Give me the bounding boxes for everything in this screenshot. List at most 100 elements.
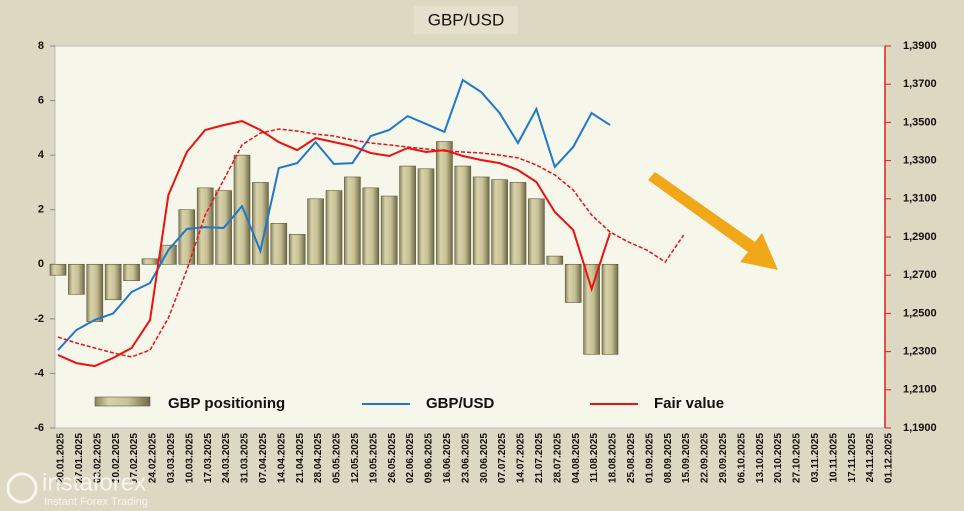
bar [307, 198, 324, 265]
y-tick-label: 6 [38, 94, 44, 106]
y2-tick-label: 1,3500 [903, 116, 937, 128]
bar [454, 165, 472, 265]
legend-label: Fair value [654, 395, 724, 412]
x-tick-label: 01.12.2025 [884, 433, 895, 483]
bar [141, 258, 159, 265]
bar [417, 168, 435, 265]
x-tick-label: 27.01.2025 [74, 433, 85, 483]
x-tick-label: 29.09.2025 [718, 433, 729, 483]
bar [104, 263, 122, 301]
x-tick-label: 14.07.2025 [516, 433, 527, 483]
x-tick-label: 12.05.2025 [350, 433, 361, 483]
x-tick-label: 25.08.2025 [626, 433, 637, 483]
x-tick-label: 19.05.2025 [368, 433, 379, 483]
bar [601, 263, 619, 355]
x-tick-label: 31.03.2025 [240, 433, 251, 483]
watermark-brand: instaforex [42, 469, 146, 496]
y2-tick-label: 1,2700 [903, 269, 937, 281]
x-tick-label: 23.06.2025 [460, 433, 471, 483]
bar [233, 154, 251, 265]
x-tick-label: 10.03.2025 [184, 433, 195, 483]
y2-tick-label: 1,2300 [903, 346, 937, 358]
y2-tick-label: 1,2900 [903, 231, 937, 243]
y-tick-label: -6 [34, 422, 44, 434]
watermark-tagline: Instant Forex Trading [44, 496, 148, 508]
bar [288, 233, 306, 265]
x-tick-label: 10.11.2025 [828, 433, 839, 483]
chart-title: GBP/USD [428, 10, 505, 29]
bar [491, 179, 508, 265]
bar [196, 187, 214, 265]
x-tick-label: 14.04.2025 [276, 433, 287, 483]
x-tick-label: 20.01.2025 [56, 433, 67, 483]
y-tick-label: 8 [38, 40, 44, 52]
y2-tick-label: 1,3700 [903, 78, 937, 90]
x-tick-label: 07.04.2025 [258, 433, 269, 483]
trend-arrow [648, 172, 778, 270]
y2-tick-label: 1,3100 [903, 193, 937, 205]
y2-tick-label: 1,3900 [903, 40, 937, 52]
bar [344, 176, 361, 265]
legend-label: GBP positioning [168, 395, 285, 412]
x-tick-label: 24.02.2025 [148, 433, 159, 483]
x-tick-label: 20.10.2025 [773, 433, 784, 483]
bar [564, 263, 582, 303]
x-tick-label: 01.09.2025 [644, 433, 655, 483]
x-tick-label: 17.03.2025 [203, 433, 214, 483]
y-tick-label: 2 [38, 204, 44, 216]
x-tick-label: 07.07.2025 [497, 433, 508, 483]
x-tick-label: 28.04.2025 [313, 433, 324, 483]
y2-tick-label: 1,2500 [903, 307, 937, 319]
x-tick-label: 03.03.2025 [166, 433, 177, 483]
x-tick-label: 30.06.2025 [479, 433, 490, 483]
x-tick-label: 22.09.2025 [700, 433, 711, 483]
y-tick-label: -4 [34, 367, 45, 379]
x-tick-label: 13.10.2025 [755, 433, 766, 483]
bar [362, 187, 380, 265]
x-tick-label: 03.11.2025 [810, 433, 821, 483]
bar [546, 255, 564, 265]
x-tick-label: 16.06.2025 [442, 433, 453, 483]
bar [68, 263, 85, 295]
x-tick-label: 28.07.2025 [552, 433, 563, 483]
bar [380, 195, 398, 265]
bar [399, 165, 416, 265]
bar [178, 209, 196, 265]
x-tick-label: 24.03.2025 [221, 433, 232, 483]
x-tick-label: 18.08.2025 [608, 433, 619, 483]
bar [252, 182, 269, 265]
x-tick-label: 21.07.2025 [534, 433, 545, 483]
x-tick-label: 17.11.2025 [847, 433, 858, 483]
bar [509, 182, 527, 265]
watermark-logo [6, 472, 38, 504]
x-tick-label: 21.04.2025 [295, 433, 306, 483]
bar [123, 263, 140, 281]
x-tick-label: 03.02.2025 [92, 433, 103, 483]
x-tick-label: 24.11.2025 [865, 433, 876, 483]
y-tick-label: 4 [38, 149, 45, 161]
bar [472, 176, 490, 265]
line [57, 78, 611, 351]
line [57, 128, 685, 358]
x-tick-label: 09.06.2025 [424, 433, 435, 483]
x-tick-label: 15.09.2025 [681, 433, 692, 483]
title-box [414, 6, 518, 34]
y2-tick-label: 1,3300 [903, 155, 937, 167]
x-tick-label: 10.02.2025 [111, 433, 122, 483]
x-tick-label: 06.10.2025 [736, 433, 747, 483]
y2-tick-label: 1,1900 [903, 422, 937, 434]
y-tick-label: 0 [38, 258, 44, 270]
watermark: instaforex Instant Forex Trading [6, 469, 148, 508]
bar [49, 263, 67, 276]
x-tick-label: 27.10.2025 [792, 433, 803, 483]
bar [436, 141, 453, 265]
x-tick-label: 08.09.2025 [663, 433, 674, 483]
x-tick-label: 17.02.2025 [129, 433, 140, 483]
bar [325, 190, 343, 265]
plot: -6 -4 -2 0 2 4 6 8 1,1900 1,2100 1,2300 1,2500 1,270… [34, 40, 936, 483]
bar [583, 263, 600, 355]
legend-swatch [94, 396, 151, 407]
x-tick-label: 26.05.2025 [387, 433, 398, 483]
y2-tick-label: 1,2100 [903, 384, 937, 396]
